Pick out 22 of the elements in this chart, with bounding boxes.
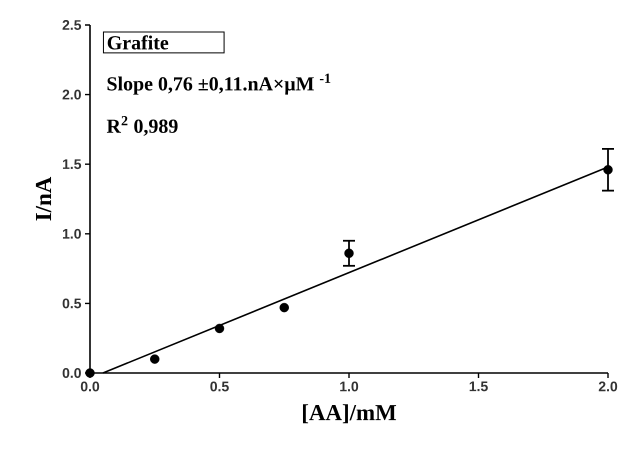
x-tick-label: 2.0 <box>598 382 618 392</box>
x-tick-label: 1.0 <box>340 382 358 392</box>
y-tick-label: 2.5 <box>62 20 82 30</box>
point <box>280 302 289 312</box>
annotation: R$^{2}$ 0,989 <box>106 116 178 136</box>
point <box>214 324 224 334</box>
y-tick-label: 0.5 <box>62 298 82 308</box>
x-tick-label: 0.0 <box>80 382 100 392</box>
y-axis-title: I/nA <box>36 176 52 221</box>
x-tick-label: 0.5 <box>210 382 229 392</box>
annotation: Grafite <box>108 35 168 50</box>
point <box>150 354 160 364</box>
y-tick-label: 1.0 <box>62 228 81 239</box>
y-tick-label: 1.5 <box>62 159 82 170</box>
annotation: Slope 0,76 ±0,11.nA×μM $^{-1}$ <box>108 74 330 95</box>
x-tick-label: 1.5 <box>470 382 488 392</box>
point <box>344 248 354 258</box>
y-tick-label: 0.0 <box>62 368 81 378</box>
point <box>603 165 613 174</box>
point <box>85 368 95 378</box>
x-axis-title: [AA]/mM <box>302 404 396 424</box>
y-tick-label: 2.0 <box>62 90 81 100</box>
